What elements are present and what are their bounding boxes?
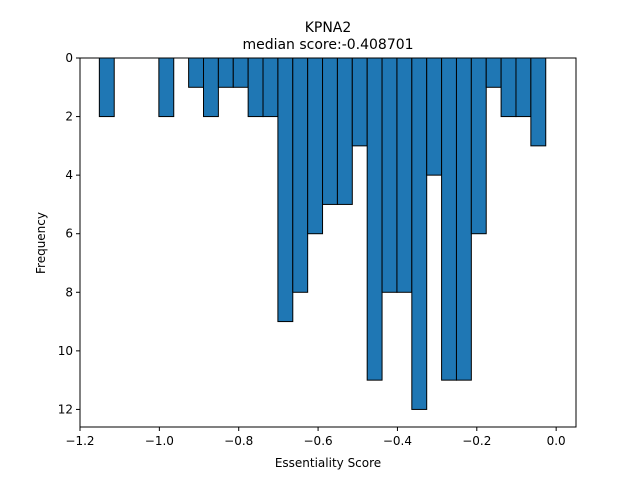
histogram-bar [217,57,234,88]
histogram-bar [158,57,175,118]
y-tick-label: 10 [58,344,73,358]
plot-frame [79,57,577,428]
x-tick-label: −0.6 [304,434,333,448]
histogram-bar [530,57,547,147]
histogram-bar [500,57,517,118]
histogram-bar [262,57,279,118]
y-tick-label: 6 [65,227,73,241]
y-axis-label: Frequency [34,212,48,274]
x-tick-label: −0.2 [462,434,491,448]
y-tick-label: 2 [65,110,73,124]
histogram-bar [203,57,219,118]
histogram-bar [247,57,264,118]
histogram-bar [396,57,413,293]
chart-title: KPNA2 [305,20,352,36]
histogram-bar [336,57,353,205]
x-tick-label: −1.0 [145,434,174,448]
histogram-bar [322,57,338,205]
histogram-bar [515,57,532,118]
y-tick-label: 8 [65,285,73,299]
histogram-bar [470,57,487,235]
x-axis: −1.2 −1.0 −0.8 −0.6 −0.4 −0.2 0.0 [65,427,566,448]
histogram-bar [411,57,428,410]
histogram-bar [426,57,443,176]
histogram-bar [381,57,398,293]
histogram-bar [485,57,502,88]
x-tick-label: −1.2 [65,434,94,448]
chart-subtitle: median score:-0.408701 [242,37,413,53]
histogram-bar [366,57,383,381]
histogram-bar [188,57,205,88]
x-tick-label: −0.4 [383,434,412,448]
bars-group [98,57,547,410]
histogram-bar [351,57,368,147]
y-axis: 0 2 4 6 8 10 12 [58,51,80,416]
x-tick-label: −0.8 [224,434,253,448]
histogram-bar [277,57,294,323]
histogram-bar [307,57,324,235]
x-tick-label: 0.0 [547,434,566,448]
y-tick-label: 0 [65,51,73,65]
histogram-bar [441,57,457,381]
histogram-bar [455,57,472,381]
y-tick-label: 12 [58,402,73,416]
y-tick-label: 4 [65,168,73,182]
histogram-bar [232,57,249,88]
histogram-bar [292,57,309,293]
x-axis-label: Essentiality Score [275,456,381,470]
histogram-bar [98,57,115,118]
